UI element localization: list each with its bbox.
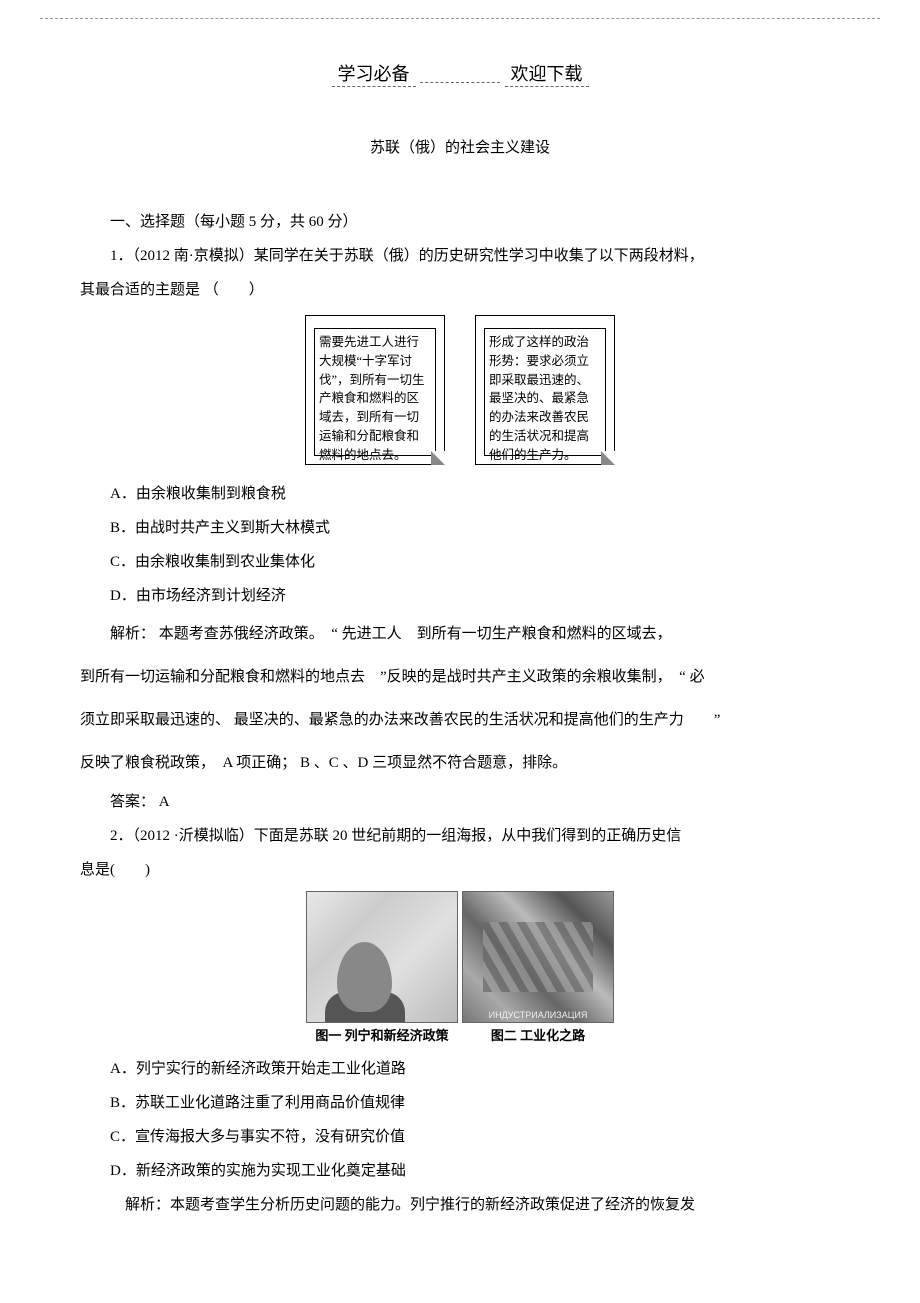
q2-posters: ИНДУСТРИАЛИЗАЦИЯ: [80, 891, 840, 1023]
section-heading: 一、选择题（每小题 5 分，共 60 分）: [80, 207, 840, 237]
q2-explain: 解析：本题考查学生分析历史问题的能力。列宁推行的新经济政策促进了经济的恢复发: [80, 1190, 840, 1220]
q1-material-boxes: 需要先进工人进行大规模“十字军讨伐”，到所有一切生产粮食和燃料的区域去，到所有一…: [80, 315, 840, 465]
poster-2-caption: 图二 工业化之路: [462, 1025, 614, 1044]
q2-option-d: D．新经济政策的实施为实现工业化奠定基础: [80, 1156, 840, 1186]
poster-1-caption: 图一 列宁和新经济政策: [306, 1025, 458, 1044]
q1-box-1: 需要先进工人进行大规模“十字军讨伐”，到所有一切生产粮食和燃料的区域去，到所有一…: [305, 315, 445, 465]
q1-stem-b: 其最合适的主题是 （ ）: [80, 275, 840, 305]
q1-box-2-text: 形成了这样的政治形势：要求必须立即采取最迅速的、最坚决的、最紧急的办法来改善农民…: [484, 328, 606, 456]
top-dashed-rule: [40, 18, 880, 19]
doc-title: 苏联（俄）的社会主义建设: [80, 136, 840, 157]
header-right: 欢迎下载: [505, 64, 589, 87]
poster-2: ИНДУСТРИАЛИЗАЦИЯ: [462, 891, 614, 1023]
q1-option-c: C．由余粮收集制到农业集体化: [80, 547, 840, 577]
q1-option-b: B．由战时共产主义到斯大林模式: [80, 513, 840, 543]
q1-explain-3: 须立即采取最迅速的、 最坚决的、最紧急的办法来改善农民的生活状况和提高他们的生产…: [80, 701, 840, 740]
q2-stem-a: 2．（2012 ·沂模拟临）下面是苏联 20 世纪前期的一组海报，从中我们得到的…: [80, 821, 840, 851]
q1-option-a: A．由余粮收集制到粮食税: [80, 479, 840, 509]
q1-explain-4: 反映了粮食税政策， A 项正确； B 、C 、D 三项显然不符合题意，排除。: [80, 744, 840, 783]
q1-box-1-text: 需要先进工人进行大规模“十字军讨伐”，到所有一切生产粮食和燃料的区域去，到所有一…: [314, 328, 436, 456]
page-header: 学习必备 欢迎下载: [80, 60, 840, 86]
q1-option-d: D．由市场经济到计划经济: [80, 581, 840, 611]
header-left: 学习必备: [332, 64, 416, 87]
q2-option-c: C．宣传海报大多与事实不符，没有研究价值: [80, 1122, 840, 1152]
q1-explain-1: 解析： 本题考查苏俄经济政策。 “ 先进工人 到所有一切生产粮食和燃料的区域去，: [80, 615, 840, 654]
poster-2-overlay-text: ИНДУСТРИАЛИЗАЦИЯ: [463, 1010, 613, 1020]
q2-stem-b: 息是( ): [80, 855, 840, 885]
poster-1: [306, 891, 458, 1023]
q2-option-a: A．列宁实行的新经济政策开始走工业化道路: [80, 1054, 840, 1084]
q1-box-2: 形成了这样的政治形势：要求必须立即采取最迅速的、最坚决的、最紧急的办法来改善农民…: [475, 315, 615, 465]
q2-option-b: B．苏联工业化道路注重了利用商品价值规律: [80, 1088, 840, 1118]
q1-explain-2: 到所有一切运输和分配粮食和燃料的地点去 ”反映的是战时共产主义政策的余粮收集制，…: [80, 658, 840, 697]
q1-stem-a: 1．（2012 南·京模拟）某同学在关于苏联（俄）的历史研究性学习中收集了以下两…: [80, 241, 840, 271]
q1-answer: 答案： A: [80, 787, 840, 817]
poster-captions: 图一 列宁和新经济政策 图二 工业化之路: [80, 1025, 840, 1044]
page: 学习必备 欢迎下载 苏联（俄）的社会主义建设 一、选择题（每小题 5 分，共 6…: [0, 0, 920, 1303]
poster-2-shape: [483, 922, 593, 992]
header-gap: [420, 82, 500, 83]
